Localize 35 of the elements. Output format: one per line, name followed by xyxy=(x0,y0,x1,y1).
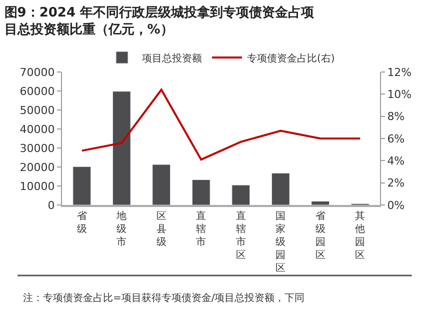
x-tick-label: 国家级园区 xyxy=(276,211,286,274)
text: 注：专项债资金占比=项目获得专项债资金/项目总投资额，下同 xyxy=(23,292,305,304)
y2-tick-label: 6% xyxy=(387,132,405,146)
y2-tick-label: 8% xyxy=(387,110,405,124)
x-tick-label: 其他园区 xyxy=(355,210,366,261)
x-tick-label: 省级园区 xyxy=(315,210,326,261)
x-tick-label: 地级市 xyxy=(116,210,127,248)
y2-tick-label: 2% xyxy=(387,176,405,190)
y-tick-label: 0 xyxy=(48,198,55,212)
y-tick-label: 10000 xyxy=(20,180,55,193)
bar xyxy=(271,172,290,205)
y-tick-label: 60000 xyxy=(20,84,55,98)
bar xyxy=(192,179,210,205)
y-tick-label: 20000 xyxy=(20,160,55,174)
y-tick-label: 40000 xyxy=(20,122,55,136)
x-tick-label: 直辖市 xyxy=(196,210,206,248)
bar xyxy=(311,200,330,205)
y2-tick-label: 0% xyxy=(387,198,405,212)
x-tick-label: 区县级 xyxy=(156,211,166,248)
legend-label: 专项债资金占比(右) xyxy=(247,52,335,64)
y2-tick-label: 10% xyxy=(387,88,412,102)
y-tick-label: 50000 xyxy=(20,104,55,117)
bar xyxy=(112,91,131,205)
y-tick-label: 30000 xyxy=(20,142,55,155)
bar xyxy=(232,184,250,205)
y2-tick-label: 4% xyxy=(387,154,405,168)
y-tick-label: 70000 xyxy=(20,66,55,79)
bar xyxy=(152,164,171,205)
bar xyxy=(72,166,92,205)
chart-title: 图9：2024 年不同行政层级城投拿到专项债资金占项目总投资额比重（亿元，%） xyxy=(4,4,316,38)
x-tick-label: 直辖市区 xyxy=(236,210,246,261)
x-tick-label: 省级 xyxy=(76,210,87,235)
line-series xyxy=(80,88,362,161)
legend-label: 项目总投资额 xyxy=(142,52,202,64)
y2-tick-label: 12% xyxy=(387,66,412,79)
